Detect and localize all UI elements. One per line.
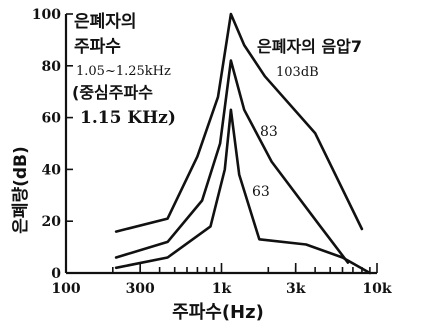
y-tick-label: 100 — [32, 7, 61, 23]
series-line-0 — [114, 12, 364, 233]
y-axis-label: 은폐량(dB) — [11, 146, 31, 234]
masker-center-value: 1.15 KHz) — [80, 108, 176, 128]
series-label-63: 63 — [252, 184, 270, 200]
series-label-83: 83 — [260, 124, 278, 140]
x-tick-label: 3k — [286, 281, 306, 297]
x-tick-label: 10k — [362, 281, 391, 297]
masker-range: 1.05~1.25kHz — [76, 64, 171, 79]
masker-center-label: (중심주파수 — [72, 83, 153, 102]
series-layer — [114, 12, 372, 275]
y-tick-label: 20 — [42, 214, 62, 230]
series-line-2 — [114, 108, 372, 275]
ticks-layer: 0 20 40 60 80 100 100 300 1k 3k 10k — [32, 7, 392, 297]
y-tick-label: 80 — [42, 59, 62, 75]
masker-title-line2: 주파수 — [74, 37, 121, 57]
x-tick-label: 1k — [212, 281, 232, 297]
series-line-1 — [114, 59, 350, 264]
series-label-103db: 103dB — [276, 65, 319, 80]
y-tick-label: 0 — [51, 266, 61, 282]
x-tick-label: 100 — [51, 281, 80, 297]
y-tick-label: 60 — [42, 111, 62, 127]
x-tick-label: 300 — [126, 281, 155, 297]
x-axis-label: 주파수(Hz) — [172, 302, 264, 323]
y-tick-label: 40 — [42, 162, 62, 178]
masker-title-line1: 은폐자의 — [74, 12, 137, 32]
level-title: 은폐자의 음압7 — [257, 37, 362, 56]
